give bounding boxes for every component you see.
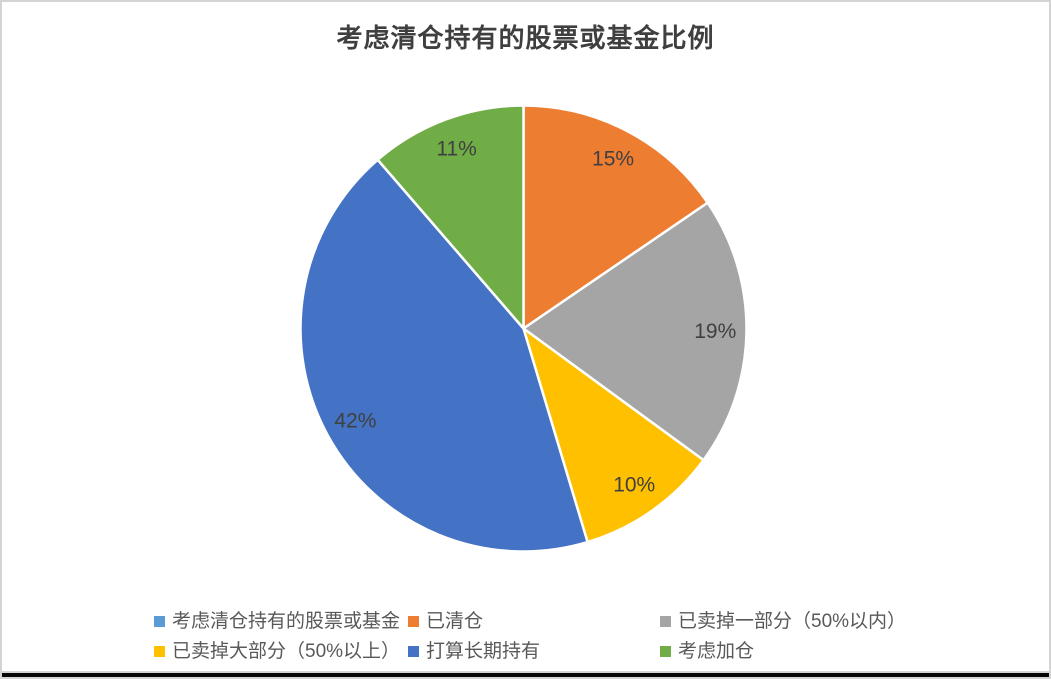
pie-slice-4[interactable] — [376, 104, 525, 330]
legend-item-label: 已卖掉一部分（50%以内） — [678, 611, 907, 632]
legend-item-0[interactable]: 考虑清仓持有的股票或基金 — [154, 612, 400, 631]
legend-item-label: 已卖掉大部分（50%以上） — [172, 641, 401, 662]
legend-item-label: 考虑加仓 — [678, 641, 755, 662]
legend-item-label: 打算长期持有 — [426, 641, 541, 662]
pie-slice-2[interactable] — [522, 327, 705, 544]
legend-item-4[interactable]: 打算长期持有 — [408, 642, 540, 661]
chart-title: 考虑清仓持有的股票或基金比例 — [336, 23, 715, 53]
legend-item-3[interactable]: 已卖掉大部分（50%以上） — [154, 642, 400, 661]
legend-swatch-icon — [154, 646, 165, 657]
legend-swatch-icon — [408, 616, 419, 627]
pie-slice-label-3: 42% — [334, 409, 376, 432]
pie-chart: 15% 19% 10% 42% 11% — [299, 104, 748, 553]
legend-item-1[interactable]: 已清仓 — [408, 612, 483, 631]
legend-item-label: 考虑清仓持有的股票或基金 — [172, 611, 401, 632]
pie-slice-0[interactable] — [522, 104, 709, 330]
legend-item-label: 已清仓 — [426, 611, 484, 632]
legend-item-5[interactable]: 考虑加仓 — [660, 642, 754, 661]
legend-item-2[interactable]: 已卖掉一部分（50%以内） — [660, 612, 906, 631]
pie-slice-label-1: 19% — [694, 320, 736, 343]
legend-swatch-icon — [154, 616, 165, 627]
window-bottom-edge — [2, 673, 1049, 677]
pie-slice-label-4: 11% — [436, 137, 476, 160]
legend-swatch-icon — [408, 646, 419, 657]
pie-slice-label-2: 10% — [613, 474, 655, 497]
pie-slice-3[interactable] — [299, 158, 589, 553]
legend-swatch-icon — [660, 616, 671, 627]
pie-slice-label-0: 15% — [592, 147, 634, 170]
pie-slice-1[interactable] — [522, 201, 748, 462]
legend-swatch-icon — [660, 646, 671, 657]
